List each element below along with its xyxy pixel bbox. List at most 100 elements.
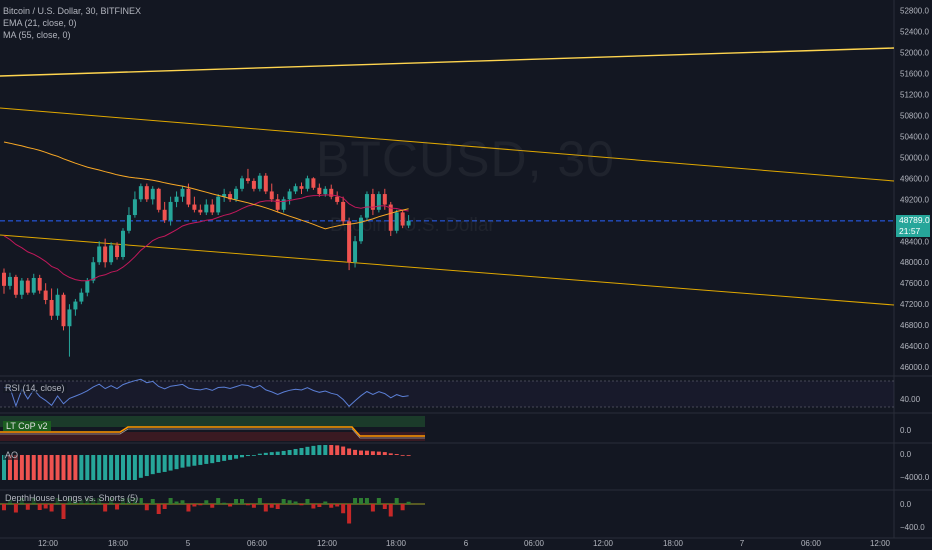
candle-body bbox=[263, 175, 268, 192]
candle-body bbox=[43, 290, 48, 300]
depth-bar bbox=[388, 504, 393, 517]
depth-tick-label: −400.0 bbox=[900, 523, 925, 532]
ao-bar bbox=[210, 455, 215, 464]
candle-body bbox=[109, 245, 114, 263]
depth-bar bbox=[335, 504, 340, 507]
depth-bar bbox=[353, 498, 358, 504]
time-tick-label: 18:00 bbox=[663, 539, 684, 548]
ao-bar bbox=[109, 455, 114, 480]
ema-legend[interactable]: EMA (21, close, 0) bbox=[3, 18, 77, 28]
depth-bar bbox=[144, 504, 149, 511]
rsi-legend[interactable]: RSI (14, close) bbox=[3, 383, 67, 393]
ao-bar bbox=[394, 454, 399, 455]
depth-bar bbox=[299, 504, 304, 506]
time-tick-label: 18:00 bbox=[108, 539, 129, 548]
ao-bar bbox=[353, 449, 358, 455]
candle-body bbox=[144, 186, 149, 200]
candle-body bbox=[49, 300, 54, 316]
candle-body bbox=[61, 294, 66, 327]
candle-body bbox=[73, 301, 78, 310]
ao-bar bbox=[311, 445, 316, 455]
depth-bar bbox=[156, 504, 161, 514]
ao-bar bbox=[97, 455, 102, 480]
candle-body bbox=[359, 217, 363, 242]
ao-bar bbox=[329, 445, 334, 455]
candle-body bbox=[150, 188, 155, 200]
rsi-tick-label: 40.00 bbox=[900, 395, 921, 404]
depth-bar bbox=[406, 501, 411, 504]
ema-21-line bbox=[3, 194, 409, 282]
candle-body bbox=[245, 178, 250, 181]
ao-bar bbox=[216, 455, 221, 463]
ao-bar bbox=[132, 455, 137, 480]
depth-bar bbox=[317, 504, 322, 507]
ao-bar bbox=[335, 445, 340, 455]
time-tick-label: 06:00 bbox=[801, 539, 822, 548]
depth-bar bbox=[305, 499, 310, 504]
ao-bar bbox=[121, 455, 125, 480]
depth-bar bbox=[376, 498, 381, 504]
axes: 52800.0 52400.0 52000.0 51600.0 51200.0 50800… bbox=[38, 6, 930, 548]
depth-bar bbox=[234, 499, 239, 504]
depth-bar bbox=[168, 498, 173, 504]
ao-bar bbox=[240, 455, 244, 458]
last-price-badge: 48789.0 21:57 bbox=[896, 215, 930, 237]
candle-body bbox=[376, 194, 381, 210]
candle-body bbox=[257, 175, 262, 189]
candle-body bbox=[299, 186, 304, 189]
depth-bar bbox=[180, 500, 185, 504]
candle-body bbox=[293, 186, 298, 192]
ao-bar bbox=[55, 455, 60, 480]
candle-body bbox=[287, 191, 292, 200]
candle-body bbox=[67, 309, 72, 327]
depth-bar bbox=[25, 504, 30, 510]
candle-body bbox=[311, 178, 316, 188]
ltcop-legend[interactable]: LT CoP v2 bbox=[3, 421, 51, 431]
candle-body bbox=[382, 194, 387, 205]
ao-bar bbox=[192, 455, 197, 466]
ao-bar bbox=[245, 455, 250, 457]
candle-body bbox=[275, 199, 280, 210]
candle-body bbox=[13, 276, 18, 295]
ao-bar bbox=[299, 448, 304, 455]
symbol-legend[interactable]: Bitcoin / U.S. Dollar, 30, BITFINEX bbox=[3, 6, 142, 16]
depth-bar bbox=[275, 504, 280, 509]
ao-bar bbox=[7, 455, 12, 480]
ao-bar bbox=[79, 455, 84, 480]
ao-bar bbox=[376, 451, 381, 455]
candle-body bbox=[37, 277, 42, 291]
ao-bar bbox=[263, 452, 268, 455]
ao-legend[interactable]: AO bbox=[3, 450, 21, 460]
depth-legend[interactable]: DepthHouse Longs vs. Shorts (5) bbox=[3, 493, 141, 503]
depth-bar bbox=[269, 504, 274, 508]
candle-body bbox=[388, 204, 393, 231]
depth-bar bbox=[251, 504, 256, 508]
ltcop-signal-line bbox=[0, 426, 425, 437]
candle-body bbox=[31, 277, 36, 293]
candle-body bbox=[156, 188, 161, 210]
candle-body bbox=[168, 201, 173, 221]
candle-body bbox=[2, 272, 6, 286]
ao-bar bbox=[156, 455, 161, 473]
ao-tick-label: 0.0 bbox=[900, 450, 912, 459]
price-tick-label: 50800.0 bbox=[900, 111, 929, 120]
candle-body bbox=[269, 191, 274, 200]
candle-body bbox=[55, 294, 60, 316]
depth-bar bbox=[394, 498, 399, 504]
candle-body bbox=[186, 188, 191, 205]
ma-legend[interactable]: MA (55, close, 0) bbox=[3, 30, 71, 40]
candle-body bbox=[222, 194, 227, 197]
ao-bar bbox=[257, 453, 262, 455]
depth-bar bbox=[364, 498, 369, 504]
rsi-band-fill bbox=[0, 381, 894, 407]
ltcop-upper-band bbox=[0, 416, 425, 427]
depth-bar bbox=[198, 504, 203, 506]
depth-bar bbox=[43, 504, 48, 509]
depth-bar bbox=[228, 504, 233, 507]
ao-bar bbox=[228, 455, 233, 460]
price-tick-label: 50000.0 bbox=[900, 153, 929, 162]
ao-bar bbox=[370, 451, 375, 455]
bar-countdown: 21:57 bbox=[899, 226, 921, 236]
